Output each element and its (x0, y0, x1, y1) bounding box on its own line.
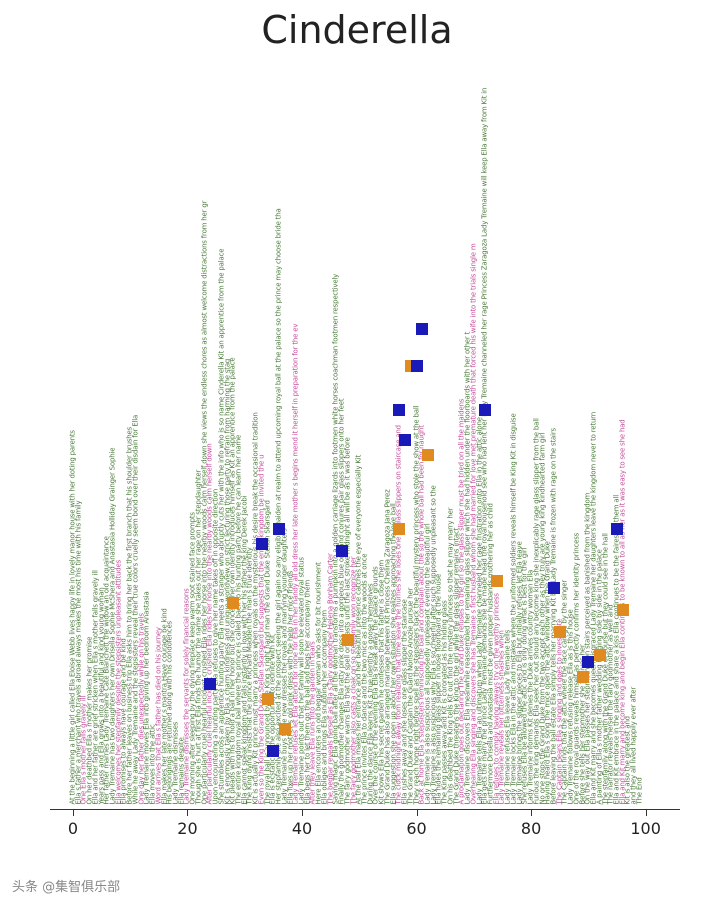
scatter-marker (393, 404, 405, 416)
x-axis-line (50, 809, 680, 810)
scatter-marker (204, 678, 216, 690)
x-tick (187, 810, 188, 816)
story-line: The End (636, 777, 643, 804)
scatter-marker (422, 449, 434, 461)
scatter-marker (273, 523, 285, 535)
scatter-marker (336, 545, 348, 557)
scatter-marker (554, 626, 566, 638)
scatter-marker (548, 582, 560, 594)
scatter-marker (416, 323, 428, 335)
scatter-marker (399, 434, 411, 446)
x-tick (646, 810, 647, 816)
scatter-marker (411, 360, 423, 372)
scatter-marker (262, 693, 274, 705)
x-tick (417, 810, 418, 816)
x-tick-label: 80 (521, 819, 541, 838)
scatter-marker (611, 523, 623, 535)
scatter-marker (594, 649, 606, 661)
scatter-marker (342, 634, 354, 646)
scatter-marker (582, 656, 594, 668)
x-tick-label: 20 (177, 819, 197, 838)
x-tick (302, 810, 303, 816)
watermark: 头条 @集智俱乐部 (8, 875, 124, 896)
scatter-marker (491, 575, 503, 587)
x-tick-label: 60 (406, 819, 426, 838)
chart-title: Cinderella (0, 8, 714, 52)
scatter-marker (279, 723, 291, 735)
scatter-marker (617, 604, 629, 616)
plot-area: At the beginning a little girl called El… (50, 70, 680, 810)
scatter-marker (267, 745, 279, 757)
x-tick (73, 810, 74, 816)
scatter-marker (479, 404, 491, 416)
x-tick-label: 0 (68, 819, 78, 838)
x-tick-label: 40 (292, 819, 312, 838)
scatter-marker (577, 671, 589, 683)
scatter-marker (256, 538, 268, 550)
scatter-marker (393, 523, 405, 535)
x-tick (531, 810, 532, 816)
scatter-marker (227, 597, 239, 609)
x-tick-label: 100 (630, 819, 661, 838)
